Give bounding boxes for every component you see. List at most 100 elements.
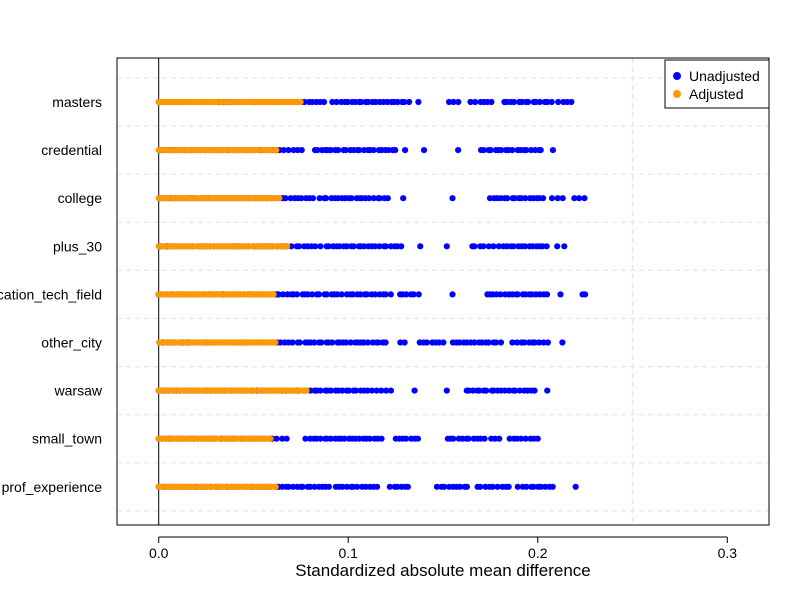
unadjusted-point	[285, 483, 292, 490]
unadjusted-point	[317, 243, 324, 250]
unadjusted-point	[397, 339, 404, 346]
unadjusted-point	[327, 435, 334, 442]
unadjusted-point	[299, 483, 306, 490]
unadjusted-point	[382, 291, 389, 298]
unadjusted-point	[289, 483, 297, 490]
unadjusted-point	[450, 435, 457, 442]
unadjusted-point	[401, 147, 409, 154]
unadjusted-point	[295, 243, 303, 250]
unadjusted-point	[382, 339, 389, 346]
unadjusted-point	[348, 195, 355, 202]
legend-adjusted-marker	[673, 90, 681, 98]
adjusted-point	[272, 339, 279, 346]
unadjusted-point	[544, 339, 552, 346]
unadjusted-point	[485, 243, 492, 250]
unadjusted-point	[357, 291, 364, 298]
unadjusted-point	[318, 339, 325, 346]
unadjusted-point	[392, 147, 399, 154]
unadjusted-point	[544, 387, 551, 394]
legend-adjusted-label: Adjusted	[689, 86, 743, 102]
unadjusted-point	[488, 98, 495, 106]
unadjusted-point	[465, 435, 472, 442]
unadjusted-point	[463, 483, 471, 490]
x-axis-title: Standardized absolute mean difference	[295, 561, 591, 580]
y-category-label: warsaw	[54, 383, 103, 399]
unadjusted-point	[582, 291, 589, 298]
unadjusted-point	[534, 435, 541, 442]
unadjusted-point	[450, 98, 457, 106]
adjusted-point	[303, 387, 310, 394]
unadjusted-point	[382, 243, 389, 250]
unadjusted-point	[523, 147, 530, 154]
unadjusted-point	[544, 98, 551, 106]
unadjusted-point	[441, 483, 448, 490]
unadjusted-point	[334, 291, 341, 298]
unadjusted-point	[433, 483, 441, 490]
unadjusted-point	[350, 243, 357, 250]
unadjusted-point	[373, 387, 380, 394]
unadjusted-point	[513, 339, 521, 346]
unadjusted-point	[403, 435, 410, 442]
unadjusted-point	[455, 147, 462, 154]
unadjusted-point	[365, 195, 373, 202]
unadjusted-point	[289, 339, 296, 346]
unadjusted-point	[362, 483, 369, 490]
unadjusted-point	[342, 147, 349, 154]
unadjusted-point	[522, 435, 529, 442]
unadjusted-point	[516, 387, 523, 394]
adjusted-point	[272, 483, 279, 490]
unadjusted-point	[471, 243, 478, 250]
unadjusted-point	[275, 291, 282, 298]
adjusted-points	[155, 98, 310, 490]
unadjusted-point	[501, 387, 509, 394]
unadjusted-point	[371, 291, 379, 298]
unadjusted-point	[373, 483, 381, 490]
unadjusted-point	[354, 483, 361, 490]
unadjusted-point	[335, 147, 342, 154]
unadjusted-point	[522, 195, 529, 202]
grid-layer	[117, 77, 769, 512]
unadjusted-point	[293, 291, 301, 298]
unadjusted-point	[517, 435, 525, 442]
unadjusted-point	[370, 195, 377, 202]
unadjusted-point	[549, 483, 556, 490]
unadjusted-point	[506, 435, 513, 442]
unadjusted-point	[296, 339, 303, 346]
unadjusted-point	[375, 339, 382, 346]
unadjusted-point	[521, 339, 528, 346]
plot-frame	[116, 57, 770, 526]
unadjusted-point	[420, 147, 428, 154]
unadjusted-point	[368, 387, 376, 394]
unadjusted-point	[322, 195, 330, 202]
unadjusted-point	[512, 387, 519, 394]
unadjusted-point	[435, 339, 443, 346]
unadjusted-point	[315, 291, 322, 298]
unadjusted-point	[273, 435, 280, 442]
unadjusted-point	[505, 483, 512, 490]
unadjusted-point	[376, 243, 383, 250]
unadjusted-point	[509, 339, 516, 346]
unadjusted-point	[539, 195, 547, 202]
unadjusted-point	[298, 147, 305, 154]
unadjusted-point	[364, 387, 371, 394]
unadjusted-point	[575, 195, 583, 202]
unadjusted-point	[279, 435, 286, 442]
unadjusted-point	[304, 291, 311, 298]
unadjusted-point	[302, 435, 309, 442]
unadjusted-point	[443, 243, 450, 250]
unadjusted-point	[325, 483, 333, 490]
unadjusted-point	[376, 195, 383, 202]
unadjusted-point	[480, 147, 487, 154]
y-category-label: education_tech_field	[0, 286, 102, 302]
unadjusted-point	[521, 243, 529, 250]
unadjusted-point	[327, 147, 334, 154]
unadjusted-point	[457, 483, 464, 490]
unadjusted-point	[347, 339, 354, 346]
adjusted-point	[273, 147, 280, 154]
unadjusted-point	[343, 243, 350, 250]
unadjusted-point	[363, 291, 371, 298]
unadjusted-point	[449, 195, 456, 202]
unadjusted-point	[384, 195, 391, 202]
unadjusted-point	[358, 98, 365, 106]
